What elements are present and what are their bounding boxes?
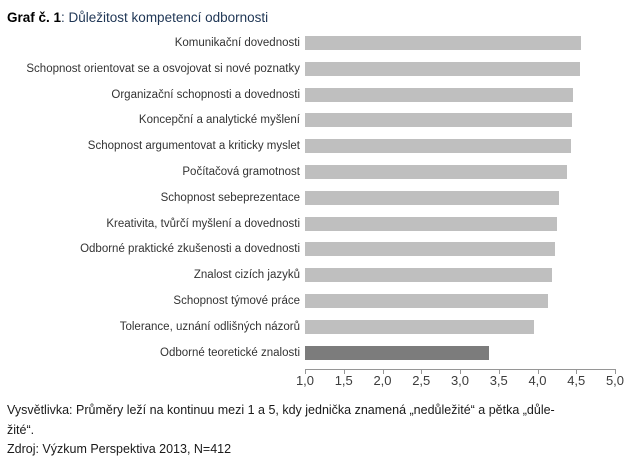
x-axis-tick xyxy=(460,369,461,374)
footnote: Vysvětlivka: Průměry leží na kontinuu me… xyxy=(7,401,639,460)
bar xyxy=(305,61,581,76)
category-label: Tolerance, uznání odlišných názorů xyxy=(119,320,300,333)
x-axis-tick xyxy=(498,369,500,374)
bar xyxy=(305,113,572,128)
category-label: Schopnost argumentovat a kriticky myslet xyxy=(87,140,300,153)
category-label: Schopnost týmové práce xyxy=(173,295,300,307)
x-axis-tick xyxy=(576,369,578,374)
bar xyxy=(305,216,557,231)
category-label: Komunikační dovednosti xyxy=(174,37,300,49)
chart-caption-title: : Důležitost kompetencí odbornosti xyxy=(61,10,269,25)
bar xyxy=(305,294,548,308)
category-label: Počítačová gramotnost xyxy=(182,166,300,178)
category-label: Koncepční a analytické myšlení xyxy=(138,114,300,127)
footnote-source: Zdroj: Výzkum Perspektiva 2013, N=412 xyxy=(7,442,232,456)
footnote-explanation-line1: Vysvětlivka: Průměry leží na kontinuu me… xyxy=(7,403,555,417)
x-axis-tick xyxy=(421,369,423,374)
x-axis-tick-label: 5,0 xyxy=(605,373,625,388)
x-axis-tick xyxy=(615,369,616,374)
category-label: Schopnost orientovat se a osvojovat si n… xyxy=(26,62,300,75)
bar xyxy=(305,165,567,179)
bar xyxy=(305,345,489,360)
chart-caption-label: Graf č. 1 xyxy=(7,10,62,25)
x-axis-tick-label: 4,5 xyxy=(567,373,586,388)
category-label: Odborné teoretické znalosti xyxy=(160,346,300,359)
category-label: Organizační schopnosti a dovednosti xyxy=(111,88,300,101)
bar xyxy=(305,268,553,283)
category-label: Kreativita, tvůrčí myšlení a dovednosti xyxy=(106,217,300,230)
x-axis-tick-label: 2,5 xyxy=(412,373,431,388)
bar xyxy=(305,190,560,205)
x-axis-tick-label: 4,0 xyxy=(528,373,547,388)
x-axis-tick xyxy=(305,369,306,374)
x-axis-tick xyxy=(382,369,384,374)
bar xyxy=(305,319,534,334)
x-axis-tick-label: 3,0 xyxy=(450,373,470,388)
x-axis-tick-label: 1,0 xyxy=(295,373,315,388)
bar xyxy=(305,139,571,154)
category-label: Schopnost sebeprezentace xyxy=(160,191,300,204)
x-axis-tick xyxy=(343,369,345,374)
x-axis-tick-label: 2,0 xyxy=(373,373,392,388)
bar xyxy=(305,242,555,257)
category-label: Odborné praktické zkušenosti a dovednost… xyxy=(80,243,300,256)
x-axis-tick xyxy=(537,369,539,374)
bar xyxy=(305,36,581,50)
footnote-explanation-line2: žité“. xyxy=(7,422,35,437)
bar xyxy=(305,87,574,102)
chart-caption: Graf č. 1: Důležitost kompetencí odborno… xyxy=(7,10,268,25)
x-axis-tick-label: 3,5 xyxy=(489,373,508,388)
category-label: Znalost cizích jazyků xyxy=(193,269,300,282)
bar-chart: Komunikační dovednosti Schopnost orientov… xyxy=(26,36,625,388)
x-axis-tick-label: 1,5 xyxy=(334,373,353,388)
